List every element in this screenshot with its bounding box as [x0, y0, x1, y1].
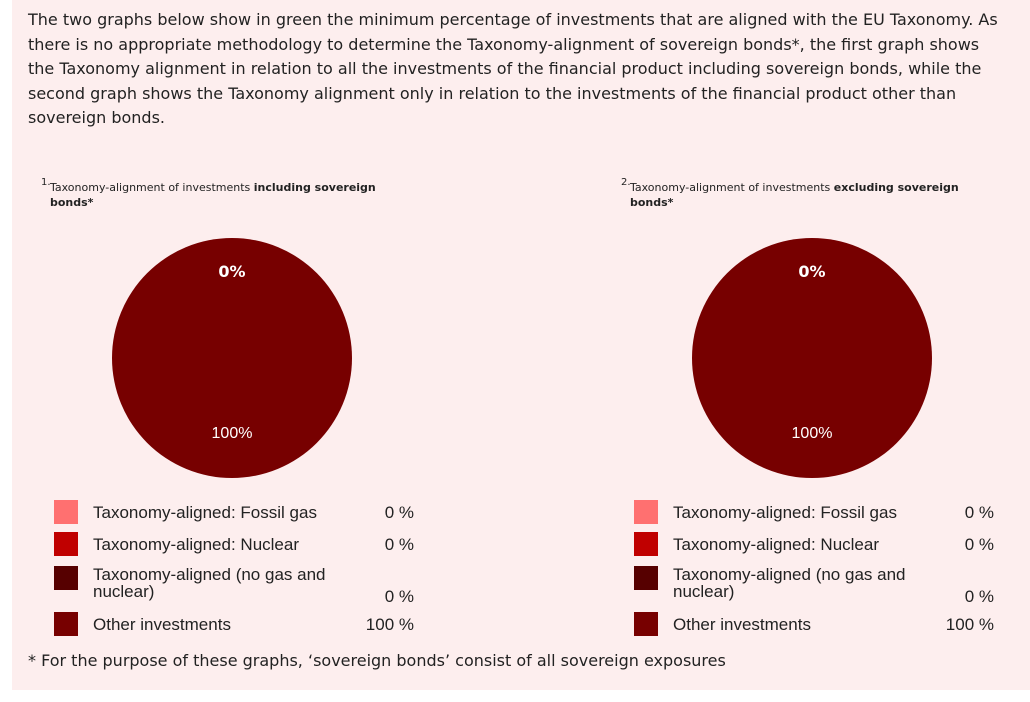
legend-label: Taxonomy-aligned: Nuclear: [673, 535, 879, 554]
legend-swatch: [54, 532, 78, 556]
legend-swatch: [634, 566, 658, 590]
legend-swatch: [634, 532, 658, 556]
pie-label-top: 0%: [218, 262, 245, 281]
chart-title-number: 2.: [621, 177, 631, 188]
legend-value: 0 %: [964, 503, 994, 522]
pie-slice: [692, 238, 932, 478]
chart-excluding-sovereign-bonds: 2. Taxonomy-alignment of investments exc…: [620, 176, 1020, 646]
legend-label: Taxonomy-aligned: Fossil gas: [93, 503, 317, 522]
pie-chart: 0% 100%: [112, 238, 352, 478]
legend-label: Other investments: [93, 615, 231, 634]
chart-title-prefix: Taxonomy-alignment of investments: [50, 181, 251, 194]
legend-value: 100 %: [945, 615, 994, 634]
legend-swatch: [634, 612, 658, 636]
chart-including-sovereign-bonds: 1. Taxonomy-alignment of investments inc…: [40, 176, 440, 646]
chart-title-bold: excluding sovereign bonds*: [630, 181, 959, 209]
legend-value: 0 %: [384, 535, 414, 554]
legend-label: Taxonomy-aligned: Nuclear: [93, 535, 299, 554]
footnote: * For the purpose of these graphs, ‘sove…: [28, 651, 726, 670]
legend-value: 0 %: [964, 587, 994, 606]
chart-title-prefix: Taxonomy-alignment of investments: [630, 181, 831, 194]
pie-slice: [112, 238, 352, 478]
pie-chart: 0% 100%: [692, 238, 932, 478]
chart-title: 2. Taxonomy-alignment of investments exc…: [621, 177, 990, 210]
legend-value: 100 %: [365, 615, 414, 634]
legend-swatch: [54, 500, 78, 524]
chart-title-number: 1.: [41, 177, 51, 188]
legend-swatch: [634, 500, 658, 524]
legend-label: Taxonomy-aligned (no gas and nuclear): [673, 565, 906, 601]
legend-value: 0 %: [964, 535, 994, 554]
chart-title: 1. Taxonomy-alignment of investments inc…: [41, 177, 410, 210]
pie-label-bottom: 100%: [792, 425, 833, 442]
legend-swatch: [54, 566, 78, 590]
pie-label-top: 0%: [798, 262, 825, 281]
pie-label-bottom: 100%: [212, 425, 253, 442]
intro-text: The two graphs below show in green the m…: [28, 10, 998, 127]
chart-title-bold: including sovereign bonds*: [50, 181, 376, 209]
legend-label: Other investments: [673, 615, 811, 634]
legend-swatch: [54, 612, 78, 636]
legend-value: 0 %: [384, 587, 414, 606]
legend-value: 0 %: [384, 503, 414, 522]
legend-label: Taxonomy-aligned: Fossil gas: [673, 503, 897, 522]
legend-label: Taxonomy-aligned (no gas and nuclear): [93, 565, 326, 601]
